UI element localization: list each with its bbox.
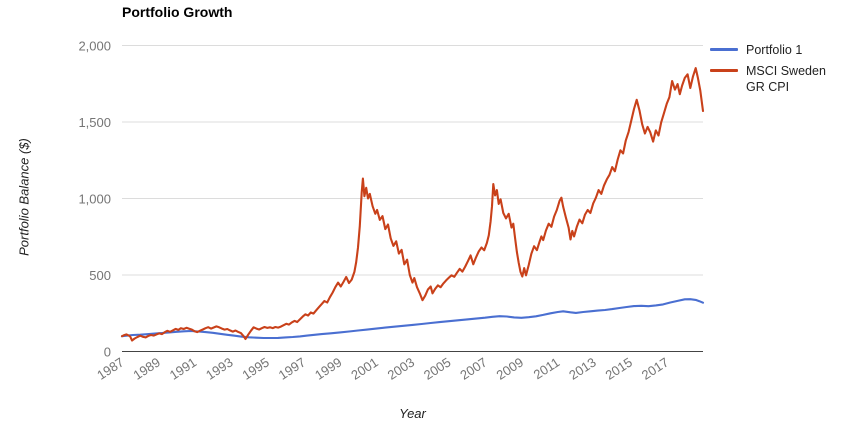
legend-label: MSCI Sweden GR CPI (746, 64, 826, 94)
x-tick-label: 2013 (566, 354, 598, 382)
x-tick-label: 1997 (276, 354, 308, 382)
y-tick-label: 2,000 (78, 39, 111, 54)
x-tick-label: 1991 (167, 354, 199, 382)
y-tick-label: 1,000 (78, 192, 111, 207)
y-axis-title-text: Portfolio Balance ($) (16, 138, 32, 256)
x-tick-label: 2001 (348, 354, 380, 382)
x-tick-label: 1995 (239, 354, 271, 382)
y-tick-label: 0 (104, 345, 111, 360)
msci-sweden-line-swatch-icon (710, 69, 738, 72)
x-tick-label: 2015 (603, 354, 635, 382)
x-tick-label: 1993 (203, 354, 235, 382)
x-tick-label: 2007 (457, 354, 489, 382)
legend: Portfolio 1 MSCI Sweden GR CPI (710, 42, 841, 95)
y-tick-label: 500 (89, 268, 111, 283)
x-tick-label: 2017 (639, 354, 671, 382)
x-tick-label: 1999 (312, 354, 344, 382)
portfolio-1-line-swatch-icon (710, 48, 738, 51)
x-tick-label: 2009 (494, 354, 526, 382)
legend-item-msci-sweden-gr-cpi: MSCI Sweden GR CPI (710, 63, 841, 95)
chart-title: Portfolio Growth (122, 4, 233, 20)
x-tick-label: 1987 (94, 354, 126, 382)
x-tick-label: 2005 (421, 354, 453, 382)
y-tick-label: 1,500 (78, 115, 111, 130)
x-tick-label: 1989 (131, 354, 163, 382)
x-tick-label: 2003 (385, 354, 417, 382)
legend-label: Portfolio 1 (746, 43, 803, 57)
x-tick-label: 2011 (531, 354, 563, 382)
msci-sweden-gr-cpi-line (120, 67, 705, 342)
x-axis-title: Year (399, 406, 426, 421)
portfolio-1-line (120, 298, 705, 340)
legend-item-portfolio-1: Portfolio 1 (710, 42, 841, 58)
